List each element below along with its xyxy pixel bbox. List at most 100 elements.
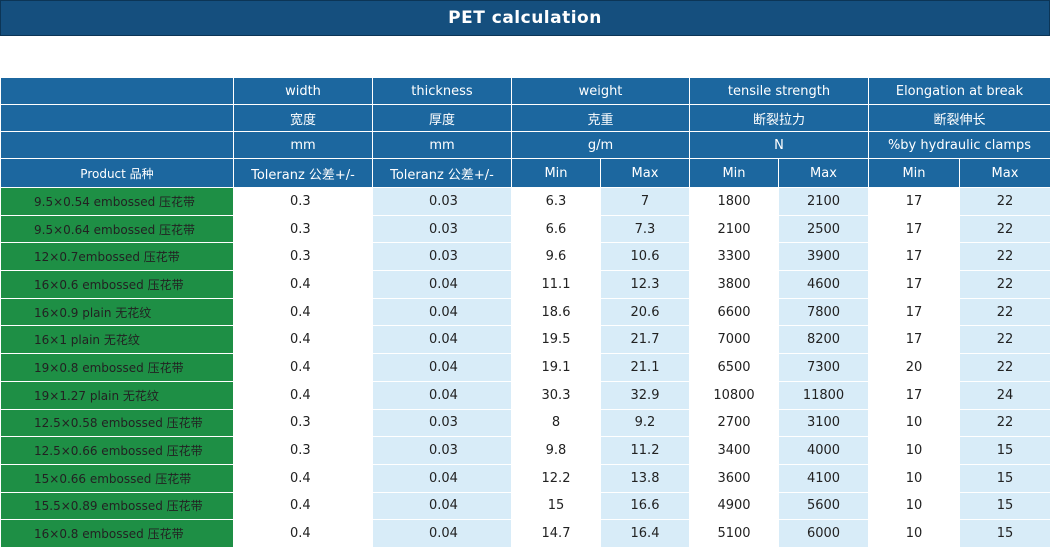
elongation-min-cell: 10: [868, 436, 960, 465]
elongation-min-cell: 10: [868, 491, 960, 521]
product-cell: 19×0.8 embossed 压花带: [0, 353, 234, 382]
elongation-min-cell: 10: [868, 408, 960, 438]
elongation-max-cell: 15: [959, 436, 1050, 465]
table-row: 15×0.66 embossed 压花带 0.4 0.04 12.2 13.8 3600 4…: [0, 463, 1050, 493]
product-cell: 12.5×0.58 embossed 压花带: [0, 408, 234, 438]
weight-min-cell: 11.1: [511, 270, 601, 299]
thickness-tolerance-cell: 0.04: [372, 519, 512, 548]
elongation-max-cell: 22: [959, 297, 1050, 327]
elongation-max-cell: 24: [959, 380, 1050, 410]
table-row: 12.5×0.66 embossed 压花带 0.3 0.03 9.8 11.2 3400…: [0, 436, 1050, 465]
weight-min-cell: 6.6: [511, 214, 601, 244]
header-row-units: mm mm g/m N %by hydraulic clamps: [0, 131, 1050, 159]
elongation-max-cell: 22: [959, 242, 1050, 272]
page-title: PET calculation: [0, 0, 1050, 36]
header-elongation-unit: %by hydraulic clamps: [868, 131, 1050, 159]
weight-max-cell: 10.6: [600, 242, 690, 272]
product-cell: 16×0.9 plain 无花纹: [0, 297, 234, 327]
thickness-tolerance-cell: 0.04: [372, 353, 512, 382]
header-thickness-tolerance: Toleranz 公差+/-: [372, 158, 512, 188]
table-row: 12×0.7embossed 压花带 0.3 0.03 9.6 10.6 3300 3900…: [0, 242, 1050, 272]
elongation-min-cell: 17: [868, 214, 960, 244]
weight-min-cell: 6.3: [511, 187, 601, 216]
product-cell: 9.5×0.54 embossed 压花带: [0, 187, 234, 216]
header-thickness-cn: 厚度: [372, 104, 512, 132]
header-weight-max: Max: [600, 158, 690, 188]
width-tolerance-cell: 0.3: [233, 214, 373, 244]
width-tolerance-cell: 0.4: [233, 463, 373, 493]
header-elongation: Elongation at break: [868, 77, 1050, 105]
table-row: 16×0.6 embossed 压花带 0.4 0.04 11.1 12.3 3800 46…: [0, 270, 1050, 299]
thickness-tolerance-cell: 0.04: [372, 325, 512, 355]
elongation-min-cell: 17: [868, 325, 960, 355]
tensile-min-cell: 3600: [689, 463, 779, 493]
table-row: 16×1 plain 无花纹 0.4 0.04 19.5 21.7 7000 8200 17 2…: [0, 325, 1050, 355]
tensile-min-cell: 5100: [689, 519, 779, 548]
elongation-max-cell: 22: [959, 187, 1050, 216]
width-tolerance-cell: 0.3: [233, 436, 373, 465]
weight-min-cell: 18.6: [511, 297, 601, 327]
header-tensile-strength: tensile strength: [689, 77, 869, 105]
header-width-unit: mm: [233, 131, 373, 159]
product-cell: 16×1 plain 无花纹: [0, 325, 234, 355]
table-row: 19×0.8 embossed 压花带 0.4 0.04 19.1 21.1 6500 73…: [0, 353, 1050, 382]
header-row-columns: Product 品种 Toleranz 公差+/- Toleranz 公差+/-…: [0, 158, 1050, 188]
header-width-tolerance: Toleranz 公差+/-: [233, 158, 373, 188]
header-blank-cell: [0, 104, 234, 132]
tensile-max-cell: 5600: [778, 491, 869, 521]
table-row: 16×0.9 plain 无花纹 0.4 0.04 18.6 20.6 6600 7800 1…: [0, 297, 1050, 327]
tensile-min-cell: 3300: [689, 242, 779, 272]
tensile-min-cell: 4900: [689, 491, 779, 521]
tensile-max-cell: 4600: [778, 270, 869, 299]
table-row: 16×0.8 embossed 压花带 0.4 0.04 14.7 16.4 5100 60…: [0, 519, 1050, 548]
weight-max-cell: 32.9: [600, 380, 690, 410]
tensile-max-cell: 6000: [778, 519, 869, 548]
header-blank-cell: [0, 131, 234, 159]
tensile-max-cell: 11800: [778, 380, 869, 410]
product-cell: 12.5×0.66 embossed 压花带: [0, 436, 234, 465]
width-tolerance-cell: 0.4: [233, 297, 373, 327]
elongation-min-cell: 20: [868, 353, 960, 382]
thickness-tolerance-cell: 0.04: [372, 380, 512, 410]
thickness-tolerance-cell: 0.03: [372, 214, 512, 244]
weight-min-cell: 12.2: [511, 463, 601, 493]
elongation-max-cell: 22: [959, 325, 1050, 355]
weight-min-cell: 19.1: [511, 353, 601, 382]
header-elongation-max: Max: [959, 158, 1050, 188]
tensile-max-cell: 3100: [778, 408, 869, 438]
width-tolerance-cell: 0.4: [233, 491, 373, 521]
weight-min-cell: 30.3: [511, 380, 601, 410]
header-weight-unit: g/m: [511, 131, 690, 159]
header-tensile-max: Max: [778, 158, 869, 188]
thickness-tolerance-cell: 0.04: [372, 297, 512, 327]
header-weight-min: Min: [511, 158, 601, 188]
table-row: 19×1.27 plain 无花纹 0.4 0.04 30.3 32.9 10800 118…: [0, 380, 1050, 410]
weight-max-cell: 9.2: [600, 408, 690, 438]
tensile-min-cell: 1800: [689, 187, 779, 216]
tensile-min-cell: 7000: [689, 325, 779, 355]
header-elongation-min: Min: [868, 158, 960, 188]
elongation-min-cell: 17: [868, 270, 960, 299]
elongation-max-cell: 15: [959, 491, 1050, 521]
table-row: 9.5×0.54 embossed 压花带 0.3 0.03 6.3 7 1800 2100…: [0, 187, 1050, 216]
tensile-max-cell: 7300: [778, 353, 869, 382]
tensile-min-cell: 6600: [689, 297, 779, 327]
weight-max-cell: 16.4: [600, 519, 690, 548]
weight-min-cell: 8: [511, 408, 601, 438]
tensile-max-cell: 2100: [778, 187, 869, 216]
weight-min-cell: 14.7: [511, 519, 601, 548]
weight-max-cell: 7: [600, 187, 690, 216]
weight-min-cell: 9.8: [511, 436, 601, 465]
elongation-max-cell: 15: [959, 519, 1050, 548]
weight-max-cell: 20.6: [600, 297, 690, 327]
header-thickness: thickness: [372, 77, 512, 105]
product-cell: 16×0.8 embossed 压花带: [0, 519, 234, 548]
product-cell: 19×1.27 plain 无花纹: [0, 380, 234, 410]
header-thickness-unit: mm: [372, 131, 512, 159]
thickness-tolerance-cell: 0.04: [372, 463, 512, 493]
header-blank-cell: [0, 77, 234, 105]
table-body: 9.5×0.54 embossed 压花带 0.3 0.03 6.3 7 1800 2100…: [0, 187, 1050, 548]
elongation-min-cell: 17: [868, 187, 960, 216]
elongation-max-cell: 15: [959, 463, 1050, 493]
weight-max-cell: 16.6: [600, 491, 690, 521]
